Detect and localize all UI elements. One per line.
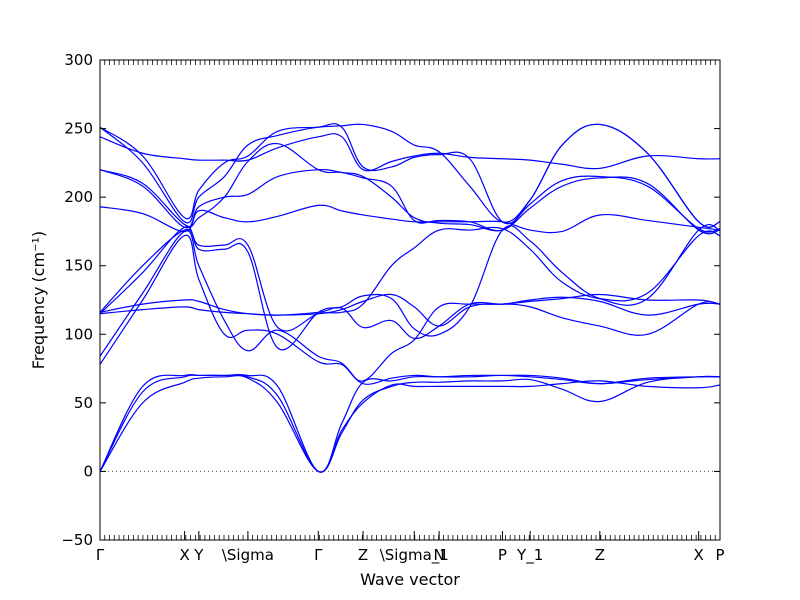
phonon-branch-13 xyxy=(99,133,721,172)
y-tick-label: 300 xyxy=(64,51,93,69)
y-tick-label: 200 xyxy=(64,188,93,206)
y-axis-label-text: Frequency xyxy=(29,287,48,370)
y-tick-label: 250 xyxy=(64,120,93,138)
phonon-branch-7 xyxy=(99,293,721,336)
y-tick-label: −50 xyxy=(61,531,93,549)
phonon-branch-1 xyxy=(99,373,721,473)
phonon-branch-3 xyxy=(99,375,721,473)
phonon-branch-9 xyxy=(99,226,721,332)
phonon-branch-6 xyxy=(99,293,721,340)
x-tick-label: P xyxy=(715,546,724,564)
phonon-branch-5 xyxy=(99,234,721,382)
phonon-branch-12 xyxy=(99,143,721,233)
phonon-branch-8 xyxy=(99,224,721,351)
x-tick-label: Z xyxy=(595,546,605,564)
y-axis-label-unit: (cm⁻¹) xyxy=(29,231,48,283)
minor-ticks xyxy=(99,60,721,540)
x-tick-label: \Sigma xyxy=(222,546,274,564)
y-tick-label: 150 xyxy=(64,257,93,275)
x-tick-label: \Sigma_1 xyxy=(380,546,449,565)
y-tick-label: 0 xyxy=(83,462,93,480)
y-tick-label: 100 xyxy=(64,325,93,343)
x-tick-label: Γ xyxy=(314,546,323,564)
x-tick-label: Γ xyxy=(96,546,105,564)
x-axis-label: Wave vector xyxy=(360,570,460,589)
x-tick-label: N xyxy=(434,546,445,564)
x-tick-label: Y_1 xyxy=(516,546,543,565)
phonon-branch-15 xyxy=(99,123,721,228)
x-tick-label: X xyxy=(694,546,704,564)
x-tick-label: P xyxy=(498,546,507,564)
x-tick-label: X xyxy=(179,546,189,564)
phonon-branch-11 xyxy=(99,168,721,235)
x-tick-label: Z xyxy=(358,546,368,564)
y-tick-label: 50 xyxy=(74,394,93,412)
x-axis-ticks: Γ X Y \Sigma Γ Z \Sigma_1N P Y_1 Z X P xyxy=(96,531,725,565)
y-axis-ticks: −50 0 50 100 150 200 250 300 xyxy=(61,51,720,549)
phonon-branch-14 xyxy=(99,123,721,228)
x-tick-label: Y xyxy=(193,546,204,564)
phonon-branch-2 xyxy=(99,374,721,473)
y-axis-label: Frequency (cm⁻¹) xyxy=(29,231,48,369)
phonon-branch-10 xyxy=(99,204,721,234)
series-layer xyxy=(99,123,721,473)
phonon-branch-4 xyxy=(99,230,721,385)
